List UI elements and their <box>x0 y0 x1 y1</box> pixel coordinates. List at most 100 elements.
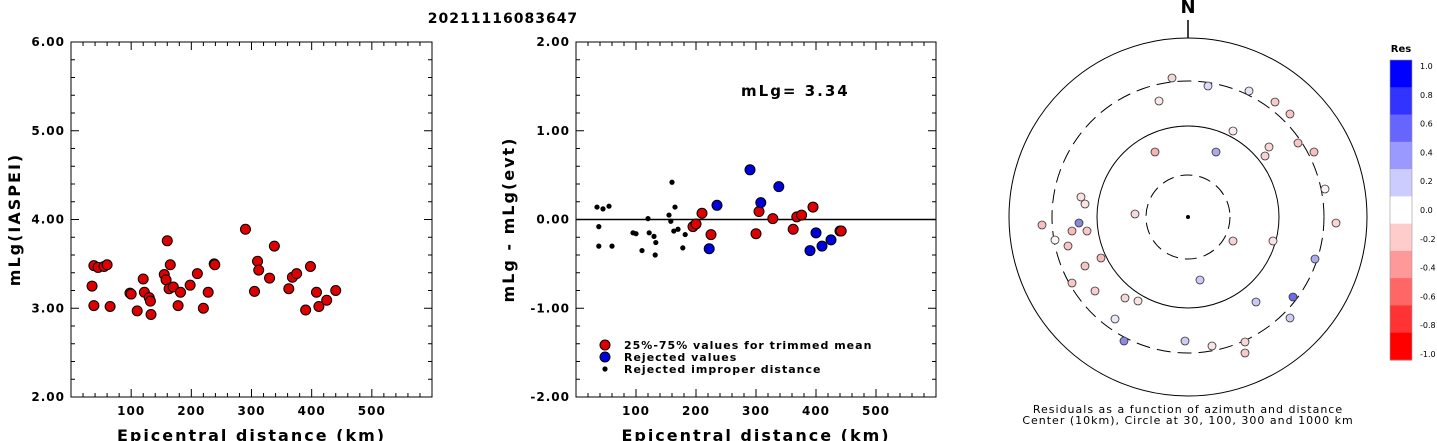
data-point <box>184 279 196 291</box>
range-circle-30km <box>1145 174 1231 260</box>
data-point <box>744 164 756 176</box>
x-axis-title: Epicentral distance (km) <box>117 426 386 441</box>
magnitude-vs-distance-plot: 100 200 300 400 500 2.00 3.00 4.00 5.00 6.00 Epice… <box>5 35 433 441</box>
x-tick-label: 400 <box>298 404 326 418</box>
data-point <box>804 245 816 257</box>
colorbar-label: 1.0 <box>1420 62 1433 71</box>
station-marker <box>1180 336 1190 346</box>
colorbar-segment <box>1390 141 1412 170</box>
data-point <box>209 259 221 271</box>
station-marker <box>1050 235 1060 245</box>
station-marker <box>1110 314 1120 324</box>
station-marker <box>1090 286 1100 296</box>
data-point <box>202 286 214 298</box>
station-marker <box>1067 226 1077 236</box>
legend-label: 25%-75% values for trimmed mean <box>624 339 872 352</box>
station-marker <box>1150 147 1160 157</box>
data-point <box>682 231 688 238</box>
data-point <box>161 235 173 247</box>
data-point <box>330 285 342 296</box>
data-point <box>239 223 251 235</box>
colorbar-segment <box>1390 223 1412 252</box>
x-tick-label: 400 <box>802 404 830 418</box>
y-axis-title: mLg(IASPEI) <box>5 153 24 286</box>
y-tick-label: 1.00 <box>536 124 570 138</box>
legend-label: Rejected values <box>624 351 737 364</box>
data-point <box>197 302 209 314</box>
x-tick-label: 500 <box>358 404 386 418</box>
station-marker <box>1076 192 1086 202</box>
magnitude-annotation: mLg= 3.34 <box>741 82 850 100</box>
y-tick-label: 2.00 <box>536 35 570 49</box>
data-point <box>696 207 708 219</box>
data-point <box>690 218 702 230</box>
station-marker <box>1195 275 1205 285</box>
x-tick-label: 100 <box>117 404 145 418</box>
data-point <box>810 227 822 239</box>
data-point <box>86 280 98 292</box>
data-point <box>672 204 678 210</box>
data-point <box>104 300 116 312</box>
colorbar-label: 0.8 <box>1420 91 1433 100</box>
data-point <box>321 294 333 306</box>
station-marker <box>1268 236 1278 246</box>
y-tick-label: 3.00 <box>31 301 65 315</box>
north-label: N <box>1180 0 1195 18</box>
station-marker <box>1082 226 1092 236</box>
data-point <box>283 283 295 295</box>
data-point <box>596 243 602 249</box>
station-marker <box>1244 86 1254 96</box>
station-marker <box>1080 199 1090 209</box>
data-point <box>88 300 100 312</box>
data-point <box>310 286 322 298</box>
station-marker <box>1133 296 1143 306</box>
data-point <box>313 300 325 312</box>
data-point <box>645 216 651 222</box>
data-point <box>825 234 837 246</box>
station-marker <box>1096 253 1106 263</box>
station-marker <box>1260 151 1270 161</box>
range-circle-1000km <box>1008 37 1368 397</box>
epicenter-marker <box>1186 215 1190 219</box>
station-marker <box>1228 236 1238 246</box>
data-point <box>252 255 264 267</box>
data-point <box>131 305 143 317</box>
data-point <box>639 247 645 254</box>
data-point <box>594 204 600 210</box>
station-marker <box>1203 81 1213 91</box>
colorbar-frame <box>1389 59 1413 361</box>
caption-line1: Residuals as a function of azimuth and d… <box>1033 403 1343 416</box>
colorbar-title: Res <box>1391 44 1411 55</box>
colorbar-segment <box>1390 250 1412 279</box>
station-marker <box>1310 254 1320 264</box>
station-marker <box>1331 218 1341 228</box>
data-point <box>268 240 280 252</box>
data-point <box>787 223 799 235</box>
range-circle-300km <box>1051 80 1325 354</box>
x-tick-label: 300 <box>742 404 770 418</box>
station-marker <box>1074 218 1084 228</box>
x-tick-label: 300 <box>237 404 265 418</box>
data-point <box>175 286 187 298</box>
colorbar-label: -0.8 <box>1420 321 1436 330</box>
station-marker <box>1130 209 1140 219</box>
station-marker <box>1240 348 1250 358</box>
data-point <box>773 181 785 193</box>
station-marker <box>1119 336 1129 346</box>
data-point <box>253 264 265 276</box>
data-point <box>172 300 184 312</box>
colorbar-segment <box>1390 332 1412 361</box>
y-tick-label: 5.00 <box>31 124 65 138</box>
colorbar-label: -1.0 <box>1420 350 1436 359</box>
data-point <box>675 226 681 232</box>
colorbar-label: 0.6 <box>1420 120 1433 129</box>
data-point <box>651 233 657 239</box>
colorbar-label: -0.2 <box>1420 235 1436 244</box>
station-marker <box>1309 147 1319 157</box>
y-tick-label: 6.00 <box>31 35 65 49</box>
data-point <box>304 261 316 273</box>
range-circle-100km <box>1096 125 1280 309</box>
data-point <box>796 209 808 221</box>
y-tick-label: 2.00 <box>31 390 65 404</box>
